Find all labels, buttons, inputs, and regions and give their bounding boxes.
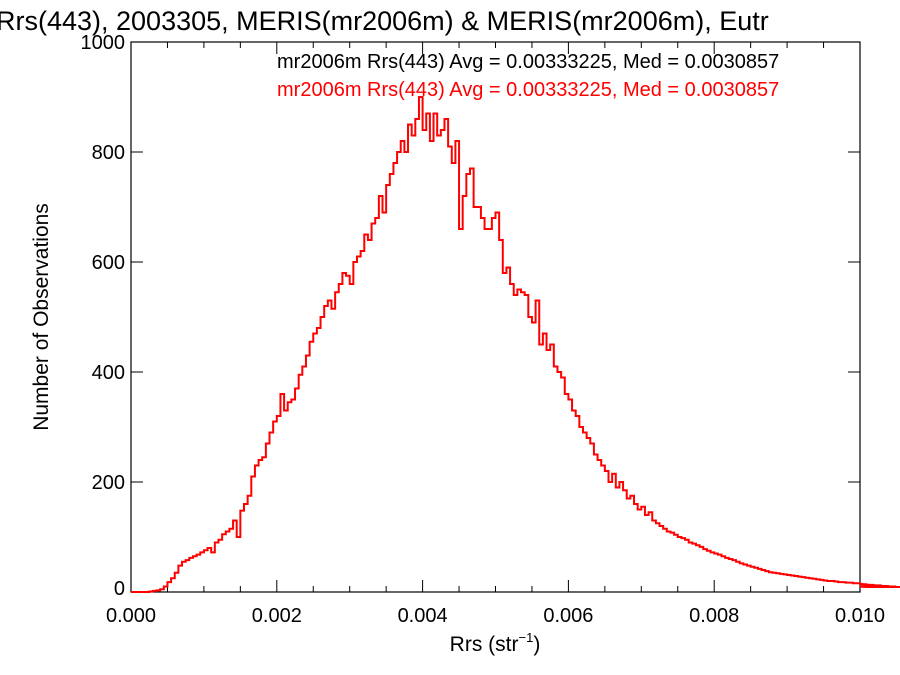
chart-title: Rrs(443), 2003305, MERIS(mr2006m) & MERI…	[0, 6, 769, 36]
y-tick-label-3: 600	[92, 252, 125, 274]
annotation-red: mr2006m Rrs(443) Avg = 0.00333225, Med =…	[277, 79, 779, 101]
y-axis: 0 200 400 600 800 1000	[81, 32, 860, 600]
plot-frame	[130, 41, 861, 593]
x-axis-label-sup: −1	[519, 630, 534, 645]
y-tick-label-2: 400	[92, 362, 125, 384]
x-axis-label-close: )	[533, 633, 540, 656]
y-tick-label-5: 1000	[81, 32, 126, 54]
y-tick-label-4: 800	[92, 142, 125, 164]
x-tick-label-4: 0.008	[689, 605, 739, 627]
x-tick-label-0: 0.000	[106, 605, 156, 627]
x-tick-label-3: 0.006	[543, 605, 593, 627]
x-axis-label-main: Rrs (str	[450, 633, 519, 656]
x-tick-label-1: 0.002	[252, 605, 302, 627]
y-tick-label-0: 0	[114, 578, 125, 600]
x-axis: 0.000 0.002 0.004 0.006 0.008 0.010	[106, 42, 885, 627]
x-axis-label: Rrs (str−1)	[450, 630, 541, 656]
annotation-black: mr2006m Rrs(443) Avg = 0.00333225, Med =…	[277, 51, 779, 73]
histogram-series-line	[131, 96, 900, 593]
x-tick-label-2: 0.004	[398, 605, 448, 627]
y-tick-label-1: 200	[92, 472, 125, 494]
x-tick-label-5: 0.010	[835, 605, 885, 627]
y-axis-label: Number of Observations	[30, 203, 53, 431]
